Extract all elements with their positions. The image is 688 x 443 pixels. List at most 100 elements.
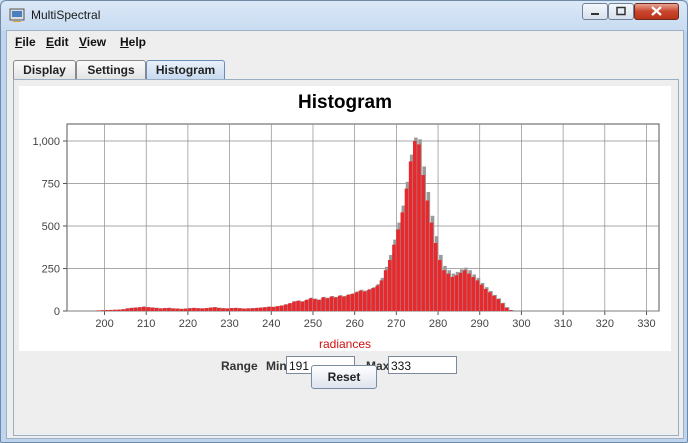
histogram-bar [217, 307, 221, 311]
histogram-bar [179, 308, 184, 311]
histogram-bar [142, 306, 146, 311]
histogram-bar [296, 300, 300, 311]
menu-view[interactable]: View [79, 35, 107, 49]
x-tick-label: 290 [471, 318, 489, 330]
histogram-bar [417, 144, 421, 311]
menu-file[interactable]: File [15, 35, 36, 49]
histogram-bar [500, 303, 505, 311]
histogram-chart: 200 210 220 230 240 250 260 270 280 290 300 310 320 3… [32, 123, 660, 330]
histogram-bar [279, 305, 284, 311]
histogram-bar [371, 288, 375, 311]
close-icon [651, 6, 662, 16]
histogram-bar [187, 308, 192, 311]
histogram-bar [287, 303, 292, 311]
histogram-bar [196, 308, 200, 311]
histogram-bar [379, 280, 384, 311]
histogram-bar [275, 306, 280, 311]
histogram-bar [475, 280, 480, 311]
histogram-bar [237, 308, 242, 311]
histogram-bar [488, 292, 492, 311]
minimize-icon [591, 13, 599, 15]
x-tick-label: 230 [220, 318, 238, 330]
histogram-bar [504, 307, 509, 311]
y-tick-label: 0 [54, 306, 60, 318]
histogram-bar [396, 229, 400, 311]
y-tick-label: 500 [42, 221, 60, 233]
histogram-bar [354, 292, 359, 311]
histogram-bar [308, 298, 313, 311]
y-tick-label: 250 [42, 264, 60, 276]
histogram-bar [508, 310, 513, 311]
histogram-bar [450, 277, 455, 311]
histogram-bar [108, 309, 113, 311]
histogram-bar [392, 244, 396, 311]
histogram-bar [129, 307, 134, 311]
min-label: Min [266, 359, 287, 373]
app-icon [9, 8, 25, 22]
x-tick-label: 310 [554, 318, 572, 330]
max-field[interactable]: 333 [388, 356, 457, 374]
histogram-bar [258, 307, 263, 311]
histogram-bar [467, 273, 471, 311]
chart-title: Histogram [298, 92, 392, 113]
tab-display[interactable]: Display [13, 60, 76, 79]
histogram-bar [150, 307, 154, 311]
histogram-bar [133, 307, 138, 311]
histogram-bar [304, 299, 309, 311]
histogram-bar [463, 270, 467, 311]
window-content: File Edit View Help Display Settings His… [6, 30, 684, 439]
tab-settings[interactable]: Settings [76, 60, 146, 79]
histogram-bar [442, 270, 446, 311]
histogram-bar [117, 309, 121, 311]
histogram-bar [271, 306, 275, 311]
histogram-bar [96, 310, 100, 311]
maximize-button[interactable] [608, 3, 634, 20]
x-tick-label: 300 [512, 318, 530, 330]
histogram-bar [233, 307, 238, 311]
histogram-bar [429, 222, 434, 311]
x-tick-label: 260 [345, 318, 363, 330]
x-tick-label: 200 [95, 318, 113, 330]
title-bar[interactable]: MultiSpectral [1, 1, 687, 29]
histogram-bar [404, 188, 409, 311]
histogram-bar [312, 299, 317, 311]
histogram-bar [496, 299, 500, 311]
histogram-bar [208, 307, 213, 311]
y-tick-label: 750 [42, 179, 60, 191]
histogram-bar [212, 307, 217, 311]
histogram-bar [162, 308, 167, 311]
histogram-bar [325, 298, 330, 311]
histogram-bar [183, 308, 188, 311]
x-tick-label: 320 [596, 318, 614, 330]
tab-histogram[interactable]: Histogram [146, 60, 225, 79]
histogram-bar [471, 277, 475, 311]
histogram-bar [158, 308, 163, 311]
histogram-bar [175, 308, 179, 311]
x-axis-label: radiances [318, 337, 372, 351]
histogram-bar [413, 141, 417, 311]
histogram-bar [146, 307, 150, 311]
minimize-button[interactable] [582, 3, 608, 20]
x-tick-label: 270 [387, 318, 405, 330]
histogram-bar [246, 308, 250, 311]
histogram-bar [200, 308, 204, 311]
x-tick-label: 280 [429, 318, 447, 330]
histogram-bar [100, 310, 104, 311]
histogram-bar [421, 175, 425, 311]
histogram-bar [363, 291, 367, 311]
histogram-bar [342, 296, 346, 311]
menu-edit[interactable]: Edit [46, 35, 69, 49]
histogram-bar [317, 299, 321, 311]
histogram-bar [267, 306, 271, 311]
x-tick-label: 330 [637, 318, 655, 330]
menu-help[interactable]: Help [120, 35, 147, 49]
histogram-bar [112, 309, 117, 311]
histogram-bar [292, 301, 296, 311]
histogram-bar [375, 285, 380, 311]
reset-button[interactable]: Reset [311, 365, 377, 389]
close-button[interactable] [634, 3, 679, 20]
maximize-icon [616, 6, 626, 16]
y-tick-label: 1,000 [32, 136, 60, 148]
histogram-bar [221, 308, 225, 311]
histogram-bar [250, 308, 255, 311]
